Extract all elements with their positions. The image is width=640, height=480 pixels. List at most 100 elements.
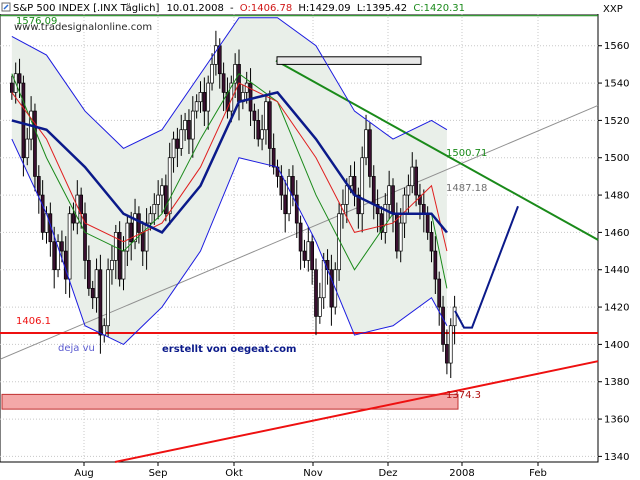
- candle-body: [314, 269, 318, 317]
- candle-body: [164, 185, 168, 215]
- candle-body: [360, 157, 365, 215]
- support-zone: [1, 393, 459, 410]
- candle: [67, 206, 72, 298]
- candle: [406, 174, 411, 214]
- candle-body: [140, 232, 145, 252]
- candle: [133, 198, 137, 250]
- candle-body: [329, 269, 334, 308]
- candle: [260, 114, 264, 151]
- candle-body: [94, 269, 99, 299]
- candle-body: [171, 138, 176, 159]
- candle-body: [406, 185, 411, 196]
- candle-body: [117, 232, 122, 280]
- candle: [214, 30, 218, 76]
- candle-body: [179, 129, 184, 149]
- candle: [445, 329, 449, 375]
- candle-body: [402, 194, 407, 224]
- candle-body: [375, 204, 380, 215]
- candle-body: [194, 101, 199, 112]
- header-separator: -: [230, 3, 234, 14]
- candle-body: [160, 185, 164, 196]
- candle-body: [167, 157, 172, 215]
- candle-body: [90, 288, 95, 299]
- candle: [314, 258, 318, 336]
- candle: [294, 180, 299, 238]
- candle-body: [83, 213, 87, 261]
- candle-body: [252, 110, 257, 121]
- candle: [48, 202, 53, 257]
- candle: [429, 221, 434, 263]
- candle-body: [387, 185, 391, 205]
- candle-body: [36, 176, 41, 196]
- candle: [171, 131, 176, 173]
- bollinger-lower: [11, 138, 448, 346]
- candle-body: [368, 129, 372, 177]
- sma-mid-line: [11, 82, 448, 252]
- candle: [202, 77, 207, 126]
- candle: [164, 174, 168, 222]
- candle-body: [260, 129, 264, 140]
- candle-body: [364, 129, 368, 159]
- candle-body: [321, 260, 326, 299]
- candle: [33, 103, 37, 192]
- candle-body: [233, 64, 237, 84]
- y-tick-label: 1440: [604, 265, 629, 276]
- candle: [106, 258, 110, 337]
- candle-body: [433, 250, 438, 280]
- candle: [144, 208, 149, 270]
- candle-body: [344, 185, 349, 205]
- header-date: 10.01.2008: [167, 3, 224, 14]
- candle: [256, 109, 261, 147]
- candle-body: [175, 138, 180, 149]
- candle-body: [71, 213, 76, 224]
- grid: [0, 14, 598, 462]
- x-axis: Aug Sep Okt Nov Dez 2008 Feb: [74, 462, 547, 479]
- header-open: O:1406.78: [240, 3, 292, 14]
- candle: [302, 239, 307, 268]
- header-instrument: S&P 500 INDEX [.INX Täglich]: [13, 3, 159, 14]
- green-trend-line: [275, 59, 599, 241]
- candle: [94, 258, 99, 313]
- y-tick-label: 1520: [604, 116, 629, 127]
- candle: [452, 295, 457, 345]
- candle-body: [10, 82, 14, 93]
- candle-body: [310, 241, 314, 271]
- candle: [175, 127, 180, 168]
- candle-body: [86, 260, 91, 289]
- candle-body: [283, 194, 288, 215]
- candle: [187, 109, 191, 154]
- header-icon: [1, 2, 11, 12]
- candle-body: [418, 194, 422, 205]
- candle-body: [437, 278, 442, 308]
- candle-body: [156, 194, 160, 205]
- x-tick-label: Aug: [74, 468, 94, 479]
- candle: [86, 245, 91, 296]
- candle-body: [318, 297, 322, 317]
- x-tick-label: Okt: [225, 468, 243, 479]
- x-tick-label: Nov: [303, 468, 323, 479]
- candle: [441, 295, 445, 352]
- sma-slow-line: [11, 91, 448, 234]
- annotation-top-value: 1576.09: [16, 16, 57, 27]
- y-tick-label: 1540: [604, 79, 629, 90]
- y-tick-label: 1360: [604, 415, 629, 426]
- candle: [210, 53, 214, 91]
- candle-body: [383, 204, 388, 233]
- candle: [60, 230, 64, 263]
- candle-body: [21, 82, 26, 159]
- candle-body: [187, 120, 191, 140]
- candle-body: [256, 120, 261, 140]
- candle-body: [148, 213, 153, 224]
- candle-body: [298, 222, 303, 252]
- header-symbol: XXP: [603, 4, 623, 15]
- x-tick-label: Sep: [149, 468, 168, 479]
- candle: [98, 254, 103, 354]
- candle-body: [144, 222, 149, 252]
- candle: [368, 122, 372, 188]
- header-bar: [0, 0, 640, 14]
- candle-body: [125, 222, 130, 252]
- candle-body: [129, 222, 134, 243]
- candle-body: [302, 250, 307, 261]
- y-tick-label: 1400: [604, 340, 629, 351]
- candle-body: [410, 166, 415, 187]
